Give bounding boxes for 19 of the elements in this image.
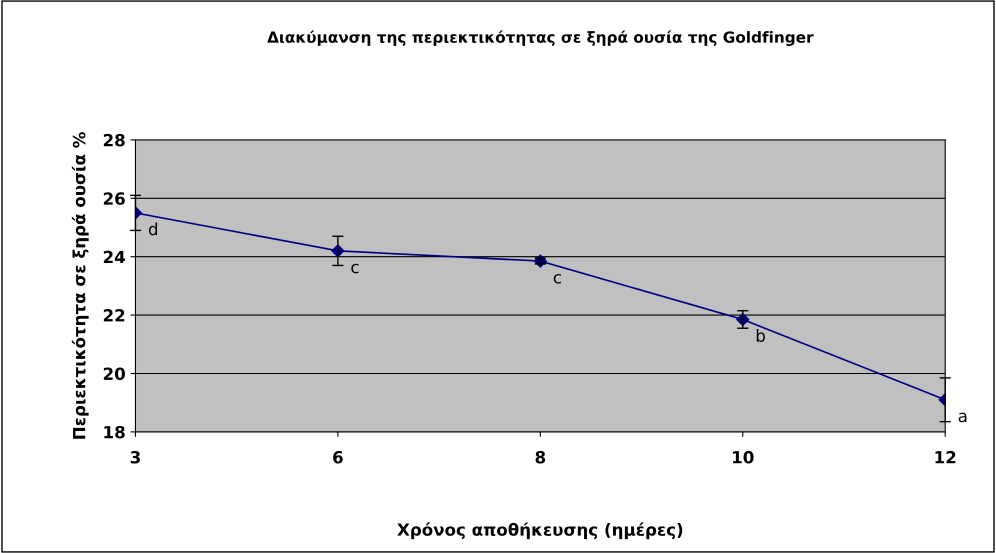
chart-title: Διακύμανση της περιεκτικότητας σε ξηρά ουσία της Goldfinger [267,30,814,46]
x-tick-label: 10 [733,450,754,464]
x-tick-label: 12 [935,450,956,464]
y-tick-label: 28 [104,134,125,146]
annotation: d [148,222,158,236]
y-tick-label: 18 [104,426,125,438]
annotation: b [756,329,765,342]
y-axis-title: Περιεκτικότητα σε ξηρά ουσία % [72,132,89,439]
y-tick-label: 26 [104,192,125,205]
x-tick-label: 6 [333,450,343,464]
y-tick-label: 24 [104,250,125,264]
x-tick-label: 3 [130,450,140,464]
annotation: c [554,274,561,284]
x-tick-label: 8 [536,450,546,464]
y-tick-label: 22 [104,309,124,322]
annotation: a [958,412,966,422]
x-axis-title: Χρόνος αποθήκευσης (ημέρες) [397,522,682,540]
y-tick-label: 20 [104,367,125,380]
annotation: c [351,264,359,274]
